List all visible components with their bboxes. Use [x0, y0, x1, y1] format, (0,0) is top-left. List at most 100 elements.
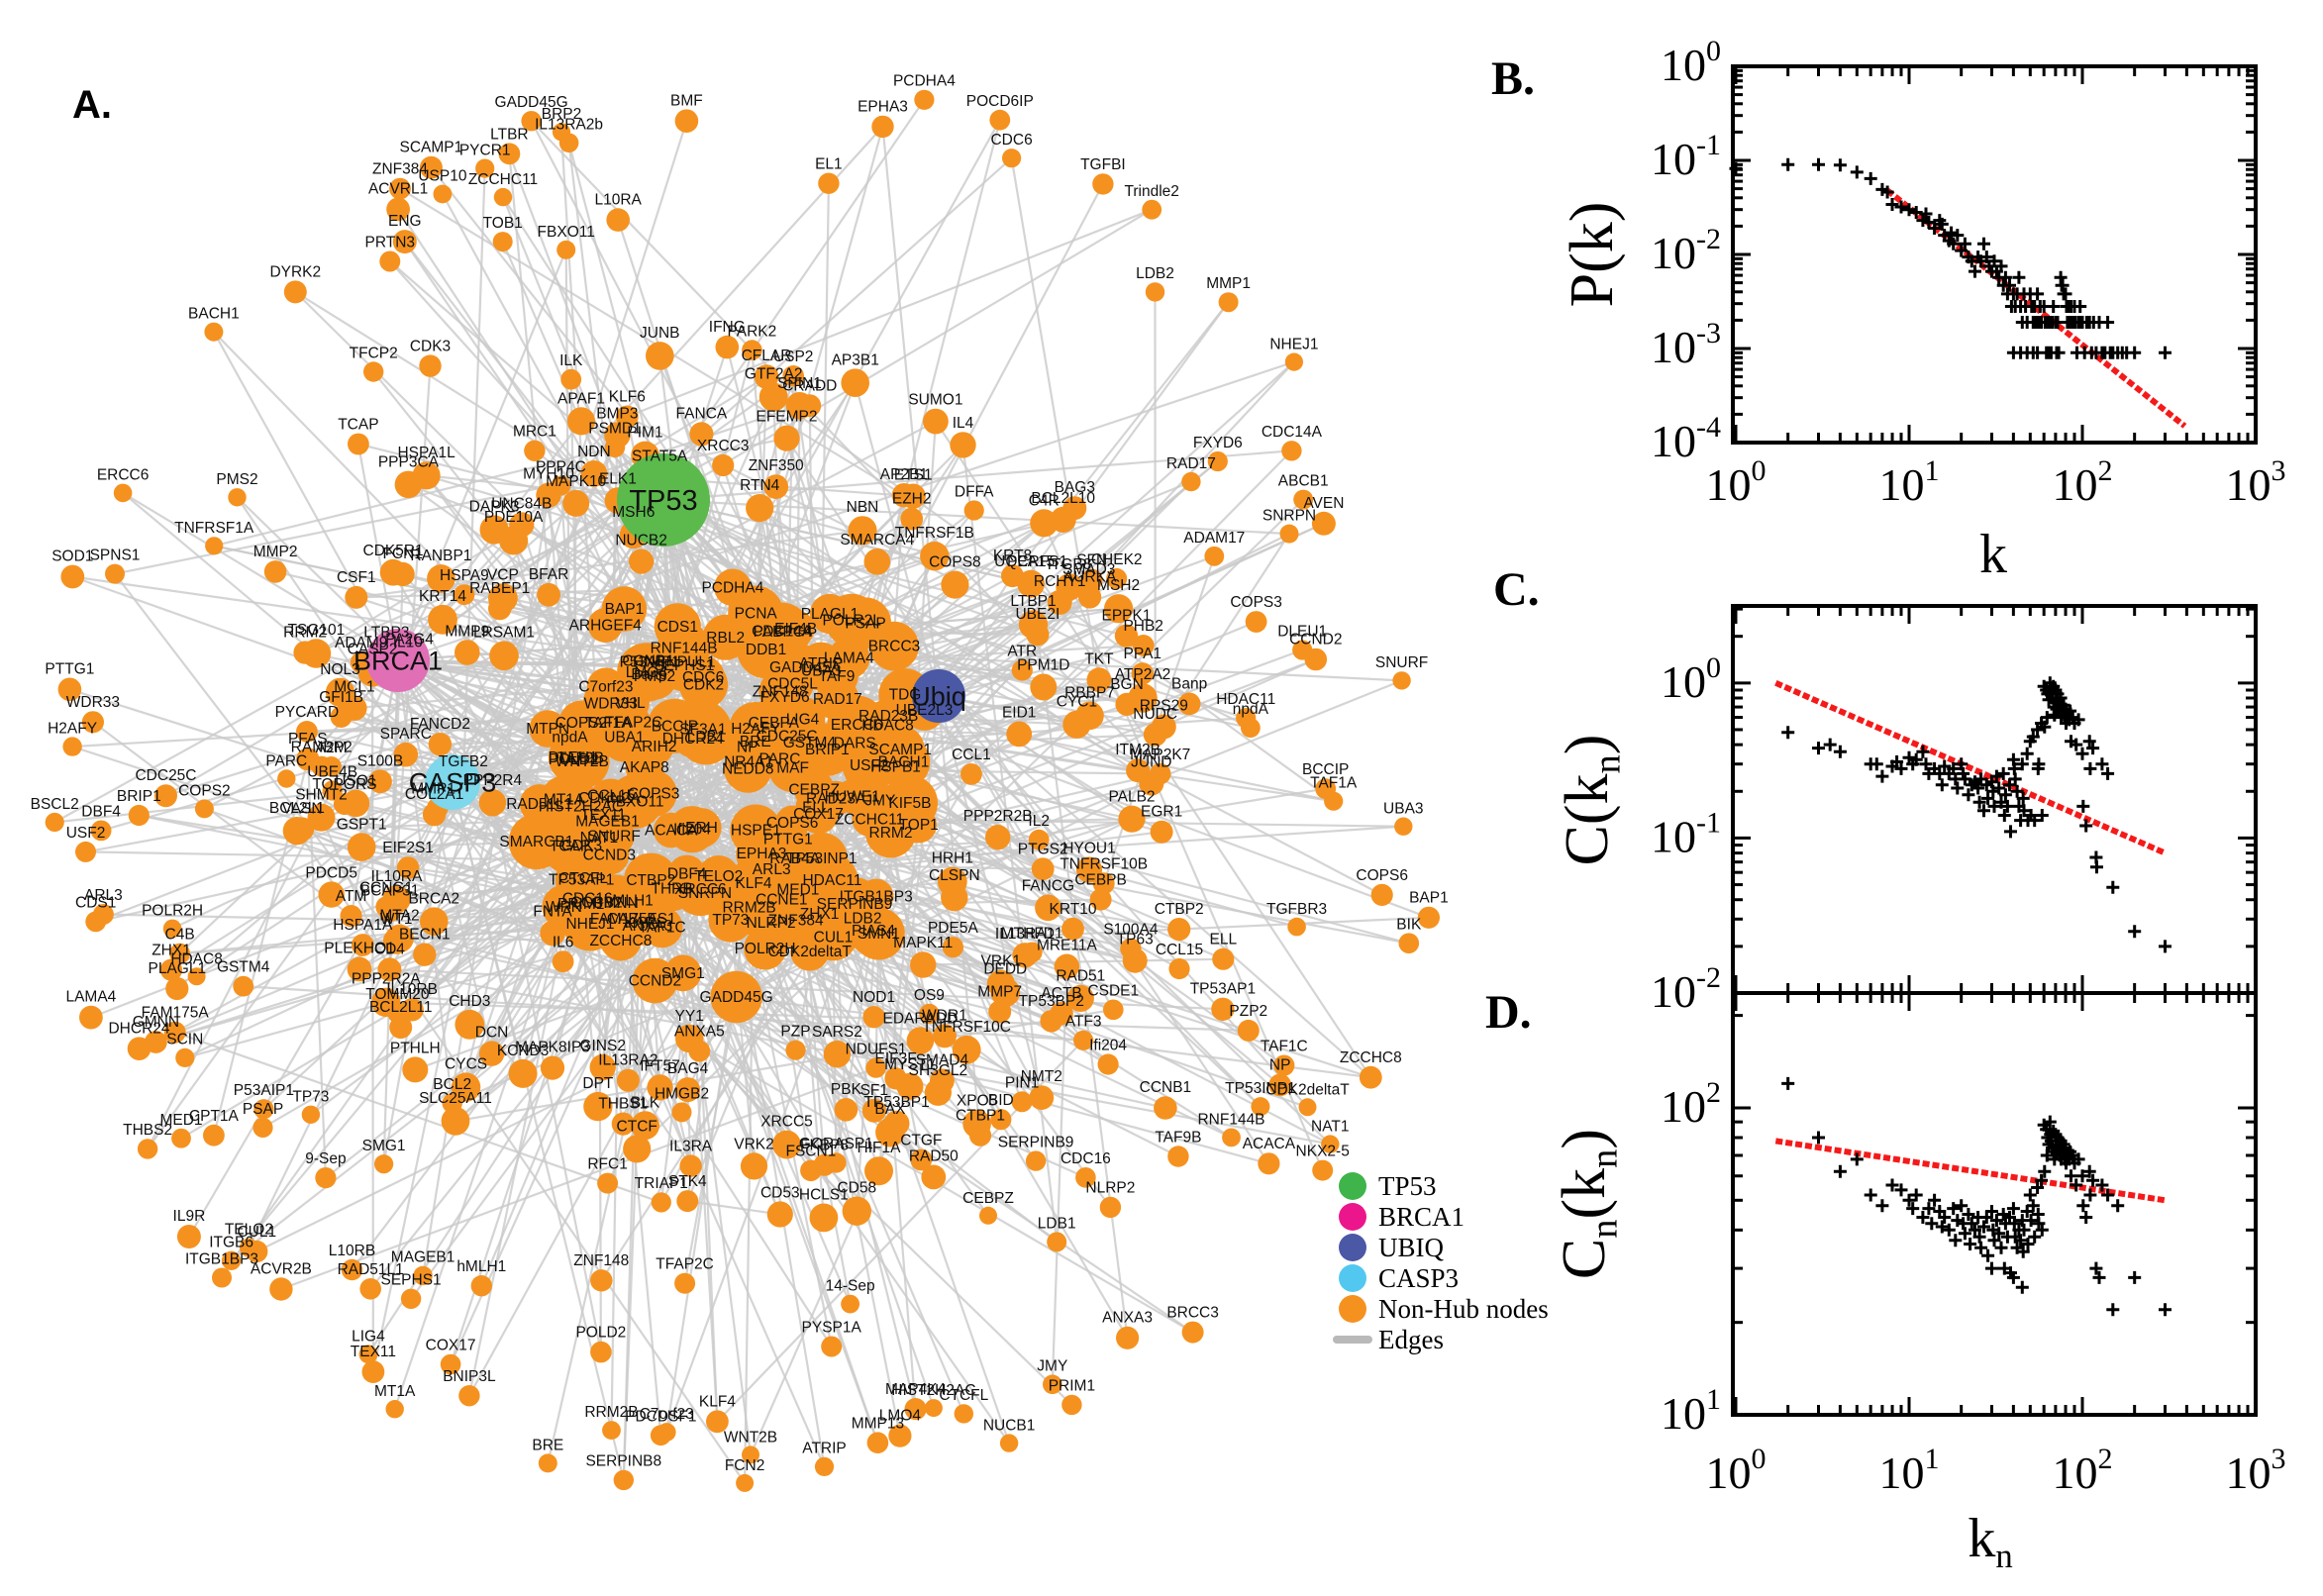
svg-text:JMY: JMY [864, 793, 895, 810]
svg-text:DCN: DCN [475, 1024, 509, 1041]
svg-text:ENG: ENG [388, 213, 422, 230]
svg-text:LIG4: LIG4 [352, 1328, 385, 1345]
svg-text:TNFRSF1A: TNFRSF1A [174, 520, 254, 537]
svg-text:102: 102 [1661, 1076, 1721, 1132]
svg-text:PRTN3: PRTN3 [365, 235, 416, 251]
svg-text:MED1: MED1 [776, 882, 819, 899]
hub-label-tp53: TP53 [629, 485, 697, 517]
svg-text:COPS3: COPS3 [1230, 594, 1282, 611]
hub-node-tp53 [617, 453, 710, 547]
svg-text:FCN1: FCN1 [382, 546, 422, 562]
panel-a-label: A. [72, 83, 112, 127]
svg-text:HUWE1: HUWE1 [825, 788, 880, 805]
svg-text:RRM2: RRM2 [283, 624, 327, 641]
svg-text:RNF144B: RNF144B [1197, 1112, 1264, 1129]
svg-text:SERPINB8: SERPINB8 [585, 1453, 661, 1470]
svg-text:PTHLH: PTHLH [390, 1040, 441, 1056]
svg-text:SMG1: SMG1 [362, 1138, 406, 1154]
svg-text:IFNG: IFNG [709, 319, 746, 336]
svg-text:hMLH1: hMLH1 [456, 1258, 506, 1275]
svg-text:PPP4C: PPP4C [536, 459, 586, 476]
svg-text:USP10: USP10 [418, 168, 466, 185]
svg-text:103: 103 [2226, 454, 2286, 510]
scatter-points-b [1729, 157, 2172, 359]
svg-text:WDR33: WDR33 [66, 694, 120, 711]
svg-text:EFEMP2: EFEMP2 [756, 409, 817, 426]
svg-text:GORASP1: GORASP1 [799, 1136, 873, 1152]
svg-text:101: 101 [1879, 1443, 1940, 1498]
svg-text:MAPK8IP3: MAPK8IP3 [515, 1040, 590, 1056]
svg-text:10-3: 10-3 [1651, 317, 1721, 372]
svg-text:FKBP8: FKBP8 [800, 1138, 849, 1154]
svg-text:CCNG1: CCNG1 [359, 879, 413, 896]
svg-text:ACVRL1: ACVRL1 [368, 180, 428, 197]
svg-text:ZNF384: ZNF384 [372, 161, 428, 178]
svg-text:PRIM1: PRIM1 [1049, 1378, 1095, 1395]
svg-text:AURKA: AURKA [1063, 568, 1117, 585]
svg-text:HSPA9: HSPA9 [440, 567, 489, 584]
svg-text:BACH1: BACH1 [188, 306, 240, 323]
svg-text:TOPORS: TOPORS [312, 776, 376, 793]
svg-text:ELL: ELL [1210, 932, 1238, 948]
svg-text:BNIP3L: BNIP3L [443, 1368, 496, 1385]
svg-text:FANCD2: FANCD2 [410, 716, 470, 733]
svg-text:ERCC6: ERCC6 [831, 717, 883, 734]
svg-text:RCHY1: RCHY1 [1034, 573, 1086, 590]
svg-text:DEDD: DEDD [983, 960, 1027, 977]
svg-text:ADAM9: ADAM9 [335, 635, 387, 651]
svg-text:10-4: 10-4 [1651, 411, 1721, 466]
svg-text:BCAP31: BCAP31 [360, 882, 419, 899]
svg-text:KLF4: KLF4 [735, 875, 771, 892]
svg-text:PBK: PBK [831, 1081, 862, 1098]
svg-text:CTGF: CTGF [900, 1133, 942, 1149]
svg-text:CRADD: CRADD [782, 377, 837, 394]
svg-text:NMT2: NMT2 [1021, 1068, 1062, 1085]
legend-label: TP53 [1378, 1171, 1437, 1201]
svg-text:CDC16: CDC16 [1060, 1150, 1111, 1167]
svg-text:CEBPB: CEBPB [1074, 872, 1127, 889]
svg-text:CCNE1: CCNE1 [756, 891, 808, 908]
svg-text:CHD3: CHD3 [449, 993, 490, 1010]
svg-text:HIF1A: HIF1A [858, 1140, 902, 1156]
svg-text:USF2: USF2 [66, 825, 106, 842]
svg-text:TAF9B: TAF9B [557, 750, 604, 767]
svg-text:PCNA: PCNA [735, 606, 778, 623]
svg-text:NDUFS1: NDUFS1 [846, 1041, 907, 1057]
svg-text:CSDE1: CSDE1 [1087, 983, 1139, 1000]
svg-text:MAGEB1: MAGEB1 [391, 1249, 455, 1266]
svg-text:COL2A1: COL2A1 [405, 786, 463, 803]
svg-text:CTCF: CTCF [617, 1118, 657, 1135]
svg-text:LAMA4: LAMA4 [824, 650, 874, 667]
svg-text:DBF4: DBF4 [81, 804, 121, 821]
svg-text:NLRP2: NLRP2 [747, 915, 796, 932]
svg-text:Ifi204: Ifi204 [1089, 1037, 1127, 1053]
svg-text:USP2: USP2 [773, 349, 814, 365]
svg-text:LDB1: LDB1 [687, 729, 726, 746]
svg-text:DLEU1: DLEU1 [549, 749, 598, 766]
svg-text:FAM175A: FAM175A [142, 1005, 210, 1022]
svg-text:THBS1: THBS1 [598, 1096, 648, 1113]
svg-text:100: 100 [1706, 1443, 1767, 1498]
svg-text:PLAGL1: PLAGL1 [148, 960, 206, 977]
svg-text:PDCDSF1: PDCDSF1 [625, 1408, 696, 1425]
svg-text:MAGEB1: MAGEB1 [575, 814, 640, 831]
svg-text:CDK5R1: CDK5R1 [363, 543, 424, 559]
svg-text:LTBP1: LTBP1 [1010, 593, 1056, 610]
svg-text:COPB2: COPB2 [570, 895, 623, 912]
svg-text:CDC6: CDC6 [990, 132, 1032, 149]
svg-text:BRE: BRE [532, 1437, 563, 1453]
svg-text:GMNN: GMNN [133, 1014, 179, 1031]
svg-text:NAT1: NAT1 [1311, 1118, 1349, 1135]
svg-text:ITGB1BP3: ITGB1BP3 [840, 888, 913, 905]
svg-text:COX17: COX17 [426, 1338, 476, 1354]
svg-text:HCLS1: HCLS1 [799, 1187, 849, 1204]
svg-text:MRE11A: MRE11A [1037, 938, 1098, 954]
svg-text:WDR1: WDR1 [922, 1007, 967, 1024]
svg-text:CUL1: CUL1 [237, 1224, 276, 1241]
svg-text:MAP2K7: MAP2K7 [1130, 747, 1190, 763]
svg-text:PA2G4: PA2G4 [385, 632, 434, 648]
svg-text:PPP2R2A: PPP2R2A [352, 971, 421, 988]
svg-text:MMP7: MMP7 [977, 983, 1022, 1000]
svg-text:CUL1: CUL1 [814, 929, 854, 946]
svg-text:CDK2deltaT: CDK2deltaT [767, 944, 852, 960]
